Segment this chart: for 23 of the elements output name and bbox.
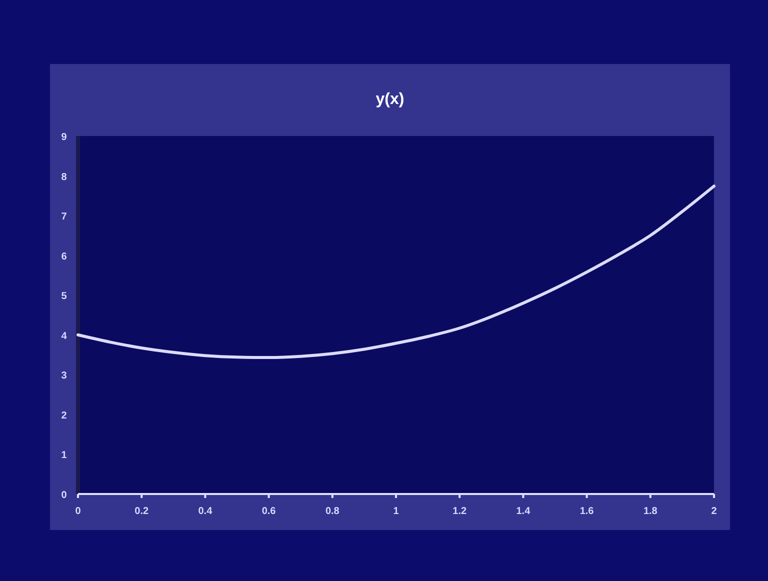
y-tick-label: 5 <box>61 291 68 302</box>
x-tick-label: 1 <box>393 506 400 517</box>
x-tick-label: 0 <box>75 506 82 517</box>
x-tick-label: 1.4 <box>516 506 531 517</box>
y-tick-label: 2 <box>61 410 68 422</box>
y-tick-label: 8 <box>61 172 68 183</box>
y-tick-label: 9 <box>61 132 68 143</box>
x-tick-label: 0.4 <box>198 506 213 517</box>
y-tick-label: 4 <box>61 330 68 342</box>
y-tick-label: 7 <box>61 212 68 223</box>
x-tick-label: 1.2 <box>452 506 467 517</box>
x-tick-label: 1.6 <box>580 506 594 517</box>
x-tick-label: 2 <box>711 506 718 517</box>
y-tick-label: 3 <box>61 370 68 382</box>
line-series <box>76 184 716 360</box>
y-tick-label: 6 <box>61 251 68 262</box>
chart-title: y(x) <box>376 91 404 108</box>
y-tick-label: 1 <box>61 450 68 462</box>
x-tick-label: 1.8 <box>643 506 658 517</box>
y-tick-label: 0 <box>61 490 68 501</box>
x-tick-label: 0.2 <box>134 506 149 517</box>
x-tick-label: 0.6 <box>262 506 276 517</box>
x-tick-label: 0.8 <box>325 506 340 517</box>
